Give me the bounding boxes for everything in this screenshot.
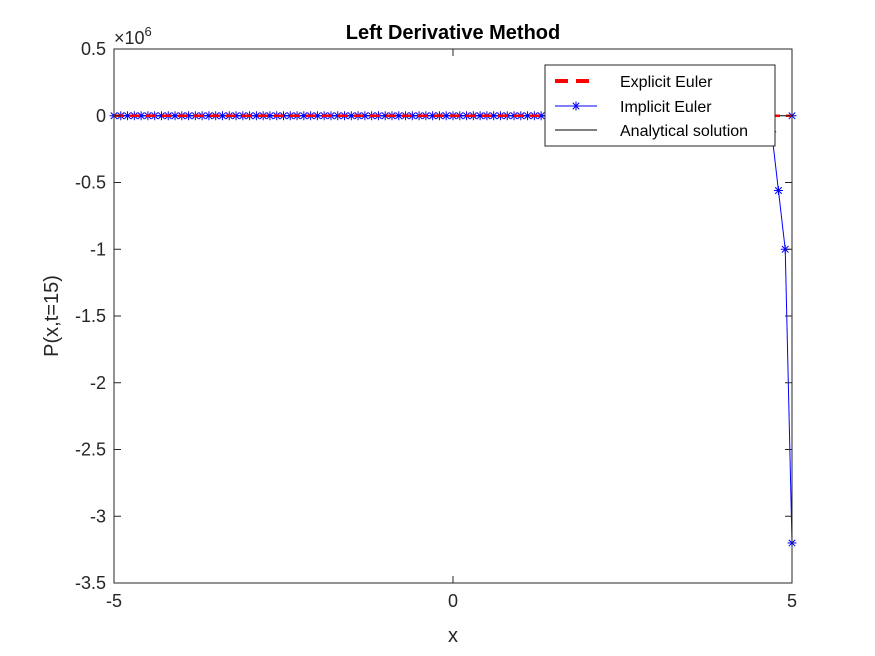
x-tick-label: 0 [448, 591, 458, 611]
x-tick-label: 5 [787, 591, 797, 611]
y-tick-label: 0 [96, 106, 106, 126]
y-tick-label: -1.5 [75, 306, 106, 326]
asterisk-marker [773, 186, 783, 196]
y-tick-label: -3 [90, 506, 106, 526]
legend-marker-implicit-euler [571, 101, 581, 111]
x-axis-label: x [448, 625, 458, 647]
legend-label-explicit-euler: Explicit Euler [620, 74, 713, 91]
y-tick-label: -1 [90, 239, 106, 259]
y-axis-label: P(x,t=15) [41, 275, 63, 357]
ticks-layer: -5 0 5 0.5 0 -0.5 -1 -1.5 -2 -2.5 -3 -3.5 [75, 39, 797, 611]
y-scale-exponent: ×106 [114, 24, 152, 48]
y-tick-label: 0.5 [81, 39, 106, 59]
legend: Explicit Euler Implicit Euler Analytical… [544, 64, 776, 147]
legend-label-implicit-euler: Implicit Euler [620, 99, 712, 116]
y-tick-label: -2.5 [75, 440, 106, 460]
exponent-power: 6 [145, 24, 152, 39]
y-tick-label: -2 [90, 373, 106, 393]
y-tick-label: -3.5 [75, 573, 106, 593]
exponent-base: ×10 [114, 28, 145, 48]
y-tick-label: -0.5 [75, 173, 106, 193]
asterisk-marker [299, 111, 309, 121]
asterisk-marker [571, 101, 581, 111]
asterisk-marker [156, 111, 166, 121]
chart-title: Left Derivative Method [346, 22, 560, 44]
x-tick-label: -5 [106, 591, 122, 611]
legend-label-analytical-solution: Analytical solution [620, 123, 748, 140]
